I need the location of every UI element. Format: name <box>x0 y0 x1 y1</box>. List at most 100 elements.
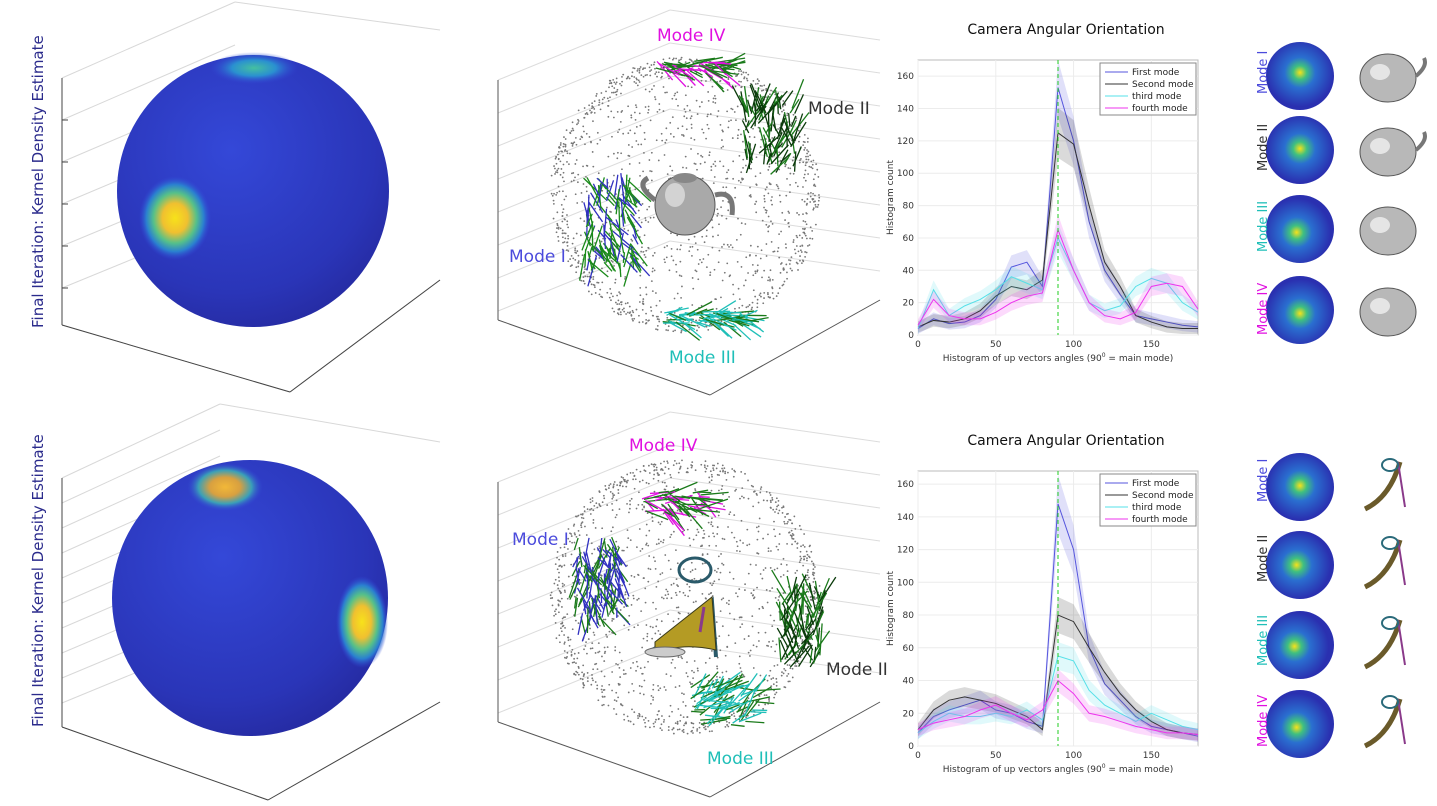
legend-label: Second mode <box>1132 80 1194 90</box>
x-tick-label: 150 <box>1143 340 1160 350</box>
sandal-view <box>1365 617 1405 667</box>
kde-thumbnail-sphere <box>1266 116 1334 184</box>
y-tick-label: 140 <box>897 513 914 523</box>
histogram-chart-row1: Camera Angular Orientation 0 20 40 60 80 100 12… <box>880 12 1210 387</box>
kde-thumbnail-sphere <box>1266 611 1334 679</box>
teapot-view <box>1360 207 1416 255</box>
kde-title: Final Iteration: Kernel Density Estimate <box>29 35 47 328</box>
x-tick-label: 0 <box>915 751 921 761</box>
scatter-panel-row1: Mode IV Mode II Mode I Mode III <box>480 0 900 400</box>
mode-label-iii: Mode III <box>669 348 736 368</box>
scatter-panel-row2: Mode IV Mode I Mode II Mode III <box>480 402 900 802</box>
x-tick-label: 50 <box>990 751 1002 761</box>
y-tick-label: 140 <box>897 105 914 115</box>
mode-label-i: Mode I <box>512 530 569 550</box>
mode-scatter-sphere <box>480 0 900 400</box>
kde-axes-3d <box>0 0 470 400</box>
kde-peak-mode1 <box>336 576 388 668</box>
mode-cluster <box>663 301 769 341</box>
x-tick-label: 100 <box>1065 751 1082 761</box>
kde-title: Final Iteration: Kernel Density Estimate <box>29 434 47 727</box>
y-tick-label: 100 <box>897 578 914 588</box>
thumb-label-mode4: Mode IV <box>1256 695 1271 747</box>
legend-label: First mode <box>1132 479 1180 489</box>
thumb-label-mode1: Mode I <box>1256 459 1271 502</box>
mode-label-iv: Mode IV <box>629 436 697 456</box>
mode-scatter-sphere <box>480 402 900 802</box>
mode-label-iv: Mode IV <box>657 26 725 46</box>
x-tick-label: 0 <box>915 340 921 350</box>
y-tick-label: 20 <box>903 709 915 719</box>
chart-title: Camera Angular Orientation <box>967 433 1164 449</box>
x-axis-label: Histogram of up vectors angles (900 = ma… <box>943 763 1173 775</box>
y-tick-label: 100 <box>897 169 914 179</box>
kde-peak-top <box>210 52 298 84</box>
legend-label: third mode <box>1132 503 1182 513</box>
sandal-view <box>1365 537 1405 587</box>
y-tick-label: 120 <box>897 137 914 147</box>
y-axis-label: Histogram count <box>886 571 896 646</box>
thumb-label-mode3: Mode III <box>1256 201 1271 252</box>
kde-axes-3d <box>0 402 470 802</box>
kde-peak-top <box>187 463 263 511</box>
legend: First mode Second mode third mode fourth mo… <box>1100 474 1196 526</box>
legend-label: First mode <box>1132 68 1180 78</box>
y-axis-label: Histogram count <box>886 160 896 235</box>
y-tick-label: 160 <box>897 72 914 82</box>
thumb-label-mode2: Mode II <box>1256 124 1271 171</box>
kde-peak-mode1 <box>139 176 211 260</box>
thumb-label-mode1: Mode I <box>1256 51 1271 94</box>
kde-thumbnail-sphere <box>1266 690 1334 758</box>
legend-label: fourth mode <box>1132 104 1188 114</box>
thumb-label-mode2: Mode II <box>1256 535 1271 582</box>
kde-thumbnail-sphere <box>1266 453 1334 521</box>
x-tick-label: 150 <box>1143 751 1160 761</box>
kde-panel-row1: Final Iteration: Kernel Density Estimate <box>0 0 470 400</box>
sandal-object <box>645 558 716 657</box>
x-tick-label: 100 <box>1065 340 1082 350</box>
x-axis <box>498 722 710 797</box>
kde-thumbnail-sphere <box>1266 42 1334 110</box>
x-axis-label: Histogram of up vectors angles (900 = ma… <box>943 352 1173 364</box>
y-tick-label: 20 <box>903 299 915 309</box>
teapot-view <box>1360 54 1425 102</box>
kde-thumbnail-sphere <box>1266 531 1334 599</box>
kde-panel-row2: Final Iteration: Kernel Density Estimate <box>0 402 470 802</box>
legend-label: fourth mode <box>1132 515 1188 525</box>
thumb-label-mode4: Mode IV <box>1256 283 1271 335</box>
thumb-label-mode3: Mode III <box>1256 615 1271 666</box>
y-tick-label: 0 <box>908 742 914 752</box>
mode-label-iii: Mode III <box>707 749 774 769</box>
y-tick-label: 80 <box>903 202 915 212</box>
mode-label-ii: Mode II <box>826 660 888 680</box>
sandal-view <box>1365 459 1405 509</box>
y-tick-label: 120 <box>897 546 914 556</box>
legend-label: Second mode <box>1132 491 1194 501</box>
histogram-chart: Camera Angular Orientation 0 20 40 60 80 100 12… <box>880 423 1210 798</box>
chart-title: Camera Angular Orientation <box>967 22 1164 38</box>
histogram-chart-row2: Camera Angular Orientation 0 20 40 60 80 100 12… <box>880 423 1210 798</box>
teapot-view <box>1360 288 1416 336</box>
legend-label: third mode <box>1132 92 1182 102</box>
y-tick-label: 80 <box>903 611 915 621</box>
y-tick-label: 40 <box>903 266 915 276</box>
histogram-chart: Camera Angular Orientation 0 20 40 60 80 100 12… <box>880 12 1210 387</box>
mode-cluster <box>772 570 836 667</box>
y-tick-label: 60 <box>903 234 915 244</box>
mode-cluster <box>642 482 729 535</box>
teapot-view <box>1360 128 1425 176</box>
kde-thumbnail-sphere <box>1266 195 1334 263</box>
axes-grid <box>498 412 880 713</box>
mode-thumbnails-row1: Mode I Mode II Mode III Mode IV <box>1240 40 1430 350</box>
mode-thumbnails-row2: Mode I Mode II Mode III Mode IV <box>1240 450 1430 770</box>
y-tick-label: 60 <box>903 644 915 654</box>
y-tick-label: 160 <box>897 480 914 490</box>
x-tick-label: 50 <box>990 340 1002 350</box>
kde-thumbnail-sphere <box>1266 276 1334 344</box>
mode-label-i: Mode I <box>509 247 566 267</box>
sandal-view <box>1365 696 1405 746</box>
mode-label-ii: Mode II <box>808 99 870 119</box>
y-tick-label: 40 <box>903 677 915 687</box>
legend: First mode Second mode third mode fourth mo… <box>1100 63 1196 115</box>
y-tick-label: 0 <box>908 331 914 341</box>
